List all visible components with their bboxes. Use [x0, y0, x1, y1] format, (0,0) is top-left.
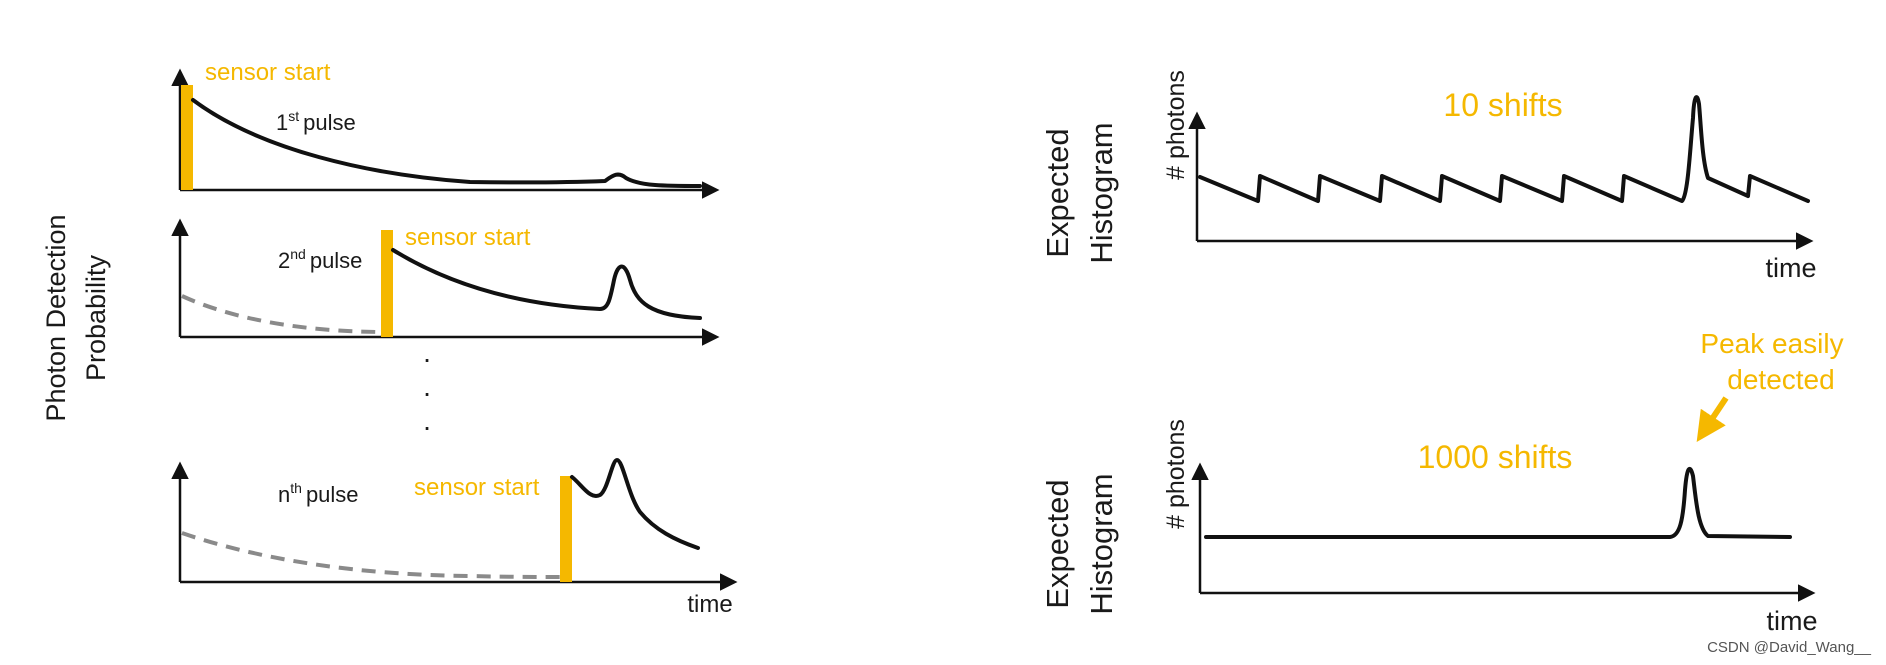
panel-n-sensor-label: sensor start [414, 474, 540, 501]
photon-detection-ylabel: Photon Detection Probability [41, 214, 111, 421]
peak-annotation-arrow [1696, 396, 1729, 442]
bottom-photons-label: # photons [1162, 419, 1190, 529]
bottom-photons-ylabel: # photons [1162, 419, 1190, 529]
panel-n-sensor-start-bar [560, 476, 572, 582]
panel-n-decay-curve [570, 458, 700, 550]
pulse-panel-1: sensor start 1st pulse [171, 59, 720, 199]
histogram-1000-shifts: Expected Histogram # photons 1000 shifts… [1040, 328, 1844, 636]
top-photons-label: # photons [1162, 70, 1190, 180]
histogram-10-shifts: Expected Histogram # photons 10 shifts t… [1040, 70, 1817, 283]
panel-1-pulse-sup: st [288, 108, 299, 124]
ellipsis-dot-1: · [422, 343, 431, 374]
top-group-label-line1: Expected [1040, 128, 1075, 257]
bottom-group-label-line1: Expected [1040, 479, 1075, 608]
panel-1-pulse-word: pulse [303, 110, 356, 135]
panel-n-pulse-word: pulse [306, 482, 359, 507]
panel-1-pulse-base: 1 [276, 110, 288, 135]
panel-2-dashed-decay [181, 294, 386, 334]
watermark: CSDN @David_Wang__ [1707, 639, 1872, 656]
top-expected-histogram-label: Expected Histogram [1040, 122, 1119, 263]
bottom-expected-histogram-label: Expected Histogram [1040, 473, 1119, 614]
panel-n-pulse-label: nth pulse [278, 480, 359, 507]
panel-2-pulse-sup: nd [290, 246, 306, 262]
panel-2-sensor-start-bar [381, 230, 393, 337]
ellipsis-dot-3: · [422, 411, 431, 442]
ellipsis: · · · [422, 343, 431, 442]
top-sawtooth-curve [1198, 95, 1810, 203]
bottom-time-label: time [1766, 606, 1817, 636]
panel-1-pulse-label: 1st pulse [276, 108, 356, 135]
panel-1-decay-curve [191, 98, 702, 188]
ylabel-line1: Photon Detection [41, 214, 71, 421]
panel-2-decay-curve [391, 248, 702, 320]
panel-1-sensor-label: sensor start [205, 59, 331, 86]
panel-2-pulse-label: 2nd pulse [278, 246, 362, 273]
panel-1-sensor-start-bar [181, 85, 193, 190]
panel-2-sensor-label: sensor start [405, 224, 531, 251]
left-diagram: Photon Detection Probability sensor star… [41, 59, 738, 618]
bottom-shifts-label: 1000 shifts [1418, 439, 1573, 475]
pulse-panel-n: sensor start nth pulse time [171, 458, 738, 618]
pulse-panel-2: sensor start 2nd pulse [171, 218, 720, 346]
top-shifts-label: 10 shifts [1443, 87, 1562, 123]
right-diagram: Expected Histogram # photons 10 shifts t… [1040, 70, 1844, 636]
bottom-flat-curve-with-peak [1204, 466, 1792, 539]
ellipsis-dot-2: · [422, 377, 431, 408]
panel-n-pulse-base: n [278, 482, 290, 507]
bottom-group-label-line2: Histogram [1084, 473, 1119, 614]
top-time-label: time [1765, 253, 1816, 283]
panel-2-pulse-base: 2 [278, 248, 290, 273]
panel-2-pulse-word: pulse [310, 248, 363, 273]
panel-n-pulse-sup: th [290, 480, 302, 496]
top-group-label-line2: Histogram [1084, 122, 1119, 263]
peak-annotation-line2: detected [1727, 364, 1834, 395]
top-photons-ylabel: # photons [1162, 70, 1190, 180]
ylabel-line2: Probability [81, 254, 111, 381]
panel-n-dashed-decay [181, 531, 566, 579]
left-time-label: time [687, 591, 732, 618]
peak-annotation-line1: Peak easily [1700, 328, 1843, 359]
